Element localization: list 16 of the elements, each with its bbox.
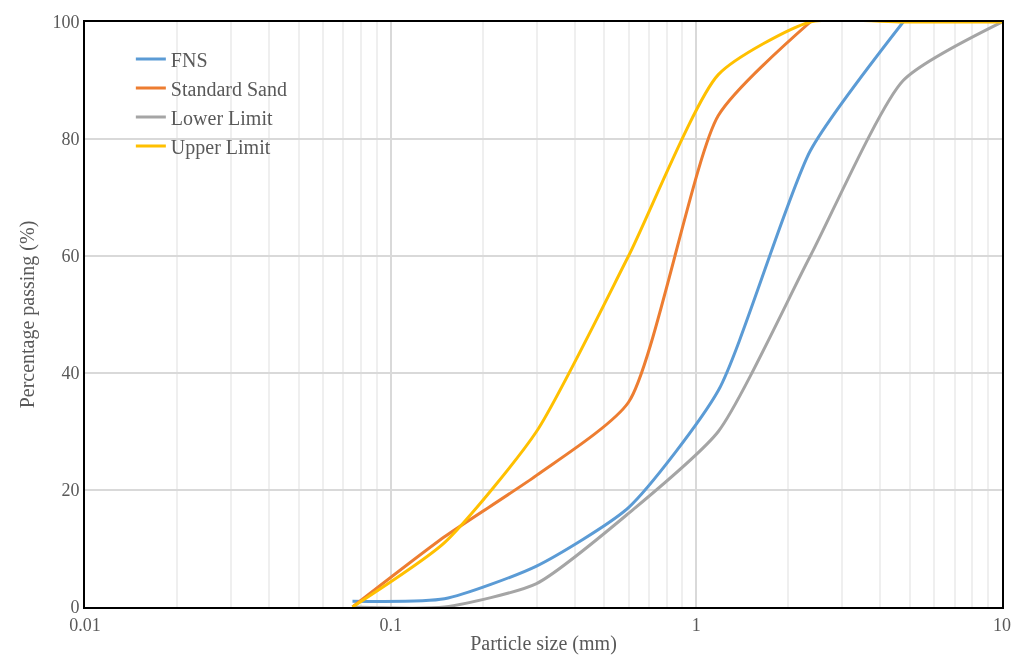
- legend-label: Upper Limit: [170, 135, 271, 159]
- y-tick-label: 60: [61, 246, 80, 267]
- x-tick-label: 0.1: [379, 614, 402, 635]
- y-axis-title: Percentage passing (%): [16, 220, 40, 409]
- x-tick-label: 1: [691, 614, 701, 635]
- legend-label: FNS: [170, 48, 208, 71]
- y-tick-label: 20: [61, 480, 80, 501]
- legend-label: Lower Limit: [170, 106, 273, 129]
- y-tick-label: 40: [61, 363, 80, 384]
- x-axis-title: Particle size (mm): [470, 631, 617, 655]
- y-tick-label: 100: [52, 12, 80, 33]
- legend-label: Standard Sand: [170, 77, 287, 100]
- line-series: [350, 22, 812, 607]
- y-tick-label: 80: [61, 129, 80, 150]
- x-tick-label: 10: [993, 614, 1011, 635]
- line-series: [350, 22, 905, 603]
